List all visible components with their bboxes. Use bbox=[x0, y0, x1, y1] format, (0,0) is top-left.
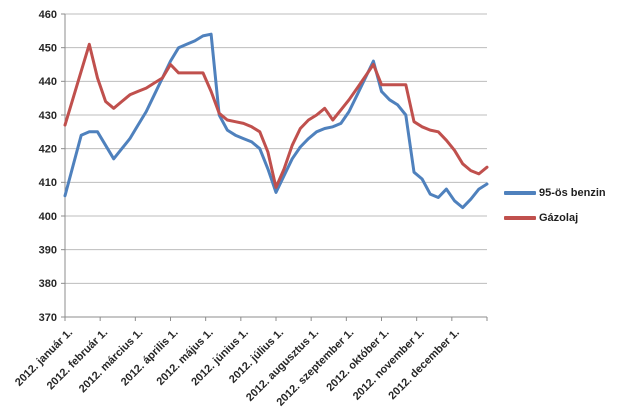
y-tick-label-380: 380 bbox=[39, 278, 57, 290]
benzin-line-swatch bbox=[504, 191, 536, 195]
gridlines bbox=[65, 13, 487, 318]
x-tick-label-2: 2012. március 1. bbox=[77, 327, 146, 396]
y-tick-label-460: 460 bbox=[39, 9, 57, 21]
series-line-gazolaj bbox=[63, 42, 489, 189]
y-tick-label-400: 400 bbox=[39, 211, 57, 223]
legend-item-benzin: 95-ös benzin bbox=[504, 186, 606, 200]
x-tick-label-11: 2012. december 1. bbox=[386, 327, 462, 403]
y-tick-label-410: 410 bbox=[39, 177, 57, 189]
y-tick-label-430: 430 bbox=[39, 110, 57, 122]
legend: 95-ös benzin Gázolaj bbox=[504, 186, 606, 225]
gazolaj-line-swatch bbox=[504, 216, 536, 220]
x-tick-label-9: 2012. október 1. bbox=[324, 327, 391, 394]
y-tick-label-390: 390 bbox=[39, 245, 57, 257]
axes bbox=[61, 13, 488, 321]
x-tick-label-1: 2012. február 1. bbox=[45, 327, 111, 393]
y-tick-label-420: 420 bbox=[39, 144, 57, 156]
legend-item-gazolaj: Gázolaj bbox=[504, 211, 606, 225]
legend-label-benzin: 95-ös benzin bbox=[539, 187, 606, 199]
y-tick-label-440: 440 bbox=[39, 76, 57, 88]
y-tick-label-450: 450 bbox=[39, 43, 57, 55]
legend-label-gazolaj: Gázolaj bbox=[539, 212, 579, 224]
series-line-benzin bbox=[63, 32, 489, 210]
y-tick-label-370: 370 bbox=[39, 312, 57, 324]
